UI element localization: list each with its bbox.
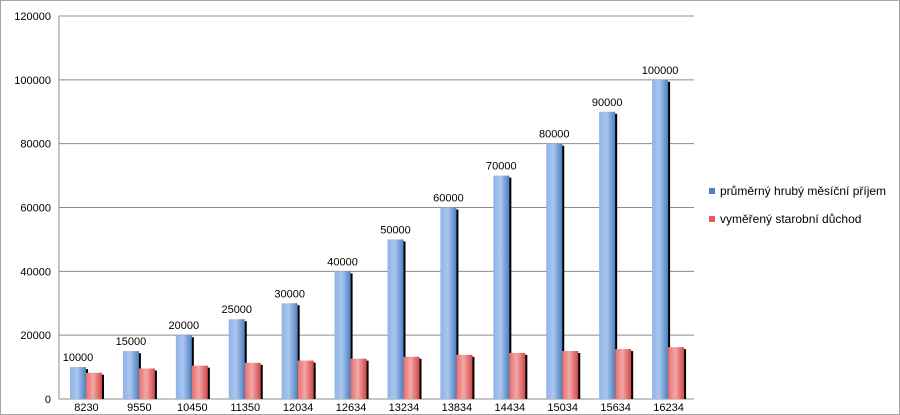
bar-shadow-s0-c10 xyxy=(614,113,618,399)
bar-shadow-s1-c4 xyxy=(312,362,316,399)
bar-s0-c11 xyxy=(652,79,669,399)
y-tick-label-6: 120000 xyxy=(14,11,51,23)
bar-s1-c9 xyxy=(562,351,579,399)
bar-shadow-s1-c2 xyxy=(206,367,210,399)
legend: průměrný hrubý měsíční příjem vyměřený s… xyxy=(709,183,886,239)
x-tick-label-0: 8230 xyxy=(74,402,98,414)
bar-shadow-s1-c3 xyxy=(259,364,263,399)
y-tick-label-4: 80000 xyxy=(20,139,51,151)
x-tick-label-6: 13234 xyxy=(389,402,420,414)
bar-shadow-s1-c1 xyxy=(153,370,157,399)
bar-s0-c5 xyxy=(334,271,351,399)
bar-s1-c0 xyxy=(86,372,102,399)
bar-shadow-s0-c9 xyxy=(561,145,565,399)
data-label-3: 25000 xyxy=(221,304,252,316)
legend-label-income: průměrný hrubý měsíční příjem xyxy=(720,184,887,198)
x-tick-label-5: 12634 xyxy=(336,402,367,414)
bar-s0-c0 xyxy=(70,367,86,399)
bar-shadow-s1-c9 xyxy=(577,353,581,399)
y-tick-label-0: 0 xyxy=(45,394,51,406)
bars xyxy=(70,79,687,399)
bar-s0-c8 xyxy=(493,175,510,399)
x-tick-label-11: 16234 xyxy=(653,402,684,414)
data-label-10: 90000 xyxy=(592,97,623,109)
legend-label-pension: vyměřený starobní důchod xyxy=(720,212,862,226)
bar-s0-c6 xyxy=(387,239,404,399)
data-label-1: 15000 xyxy=(116,336,147,348)
bar-s1-c3 xyxy=(244,362,261,399)
data-labels: 10000 15000 20000 25000 30000 40000 50000 60000… xyxy=(63,65,679,364)
data-label-7: 60000 xyxy=(433,193,464,205)
bar-shadow-s1-c8 xyxy=(524,354,528,399)
x-tick-label-3: 11350 xyxy=(230,402,260,414)
legend-item-income: průměrný hrubý měsíční příjem xyxy=(709,183,886,199)
bar-s0-c2 xyxy=(175,335,192,399)
y-tick-label-5: 100000 xyxy=(14,75,51,87)
data-label-9: 80000 xyxy=(539,129,570,141)
y-tick-label-2: 40000 xyxy=(20,266,51,278)
bar-s0-c4 xyxy=(281,303,298,399)
legend-swatch-pension xyxy=(709,216,715,222)
bar-s1-c11 xyxy=(668,347,685,399)
bar-shadow-s0-c7 xyxy=(455,209,459,399)
bar-shadow-s1-c10 xyxy=(630,351,634,399)
bar-s1-c4 xyxy=(297,360,314,399)
legend-item-pension: vyměřený starobní důchod xyxy=(709,211,886,227)
x-tick-label-7: 13834 xyxy=(442,402,473,414)
bar-shadow-s0-c5 xyxy=(349,273,353,399)
bar-shadow-s0-c3 xyxy=(243,321,247,399)
y-tick-label-1: 20000 xyxy=(20,330,51,342)
x-tick-label-1: 9550 xyxy=(127,402,151,414)
bar-s0-c10 xyxy=(599,111,616,399)
axes: 0 20000 40000 60000 80000 100000 120000 8230 955… xyxy=(14,11,694,414)
data-label-8: 70000 xyxy=(486,161,517,173)
bar-s1-c1 xyxy=(138,368,155,399)
bar-s1-c6 xyxy=(403,356,420,399)
bar-s1-c8 xyxy=(509,352,526,399)
y-tick-label-3: 60000 xyxy=(20,203,51,215)
bar-s0-c1 xyxy=(122,351,139,399)
bar-s0-c9 xyxy=(546,143,563,399)
data-label-2: 20000 xyxy=(169,320,200,332)
bar-shadow-s1-c0 xyxy=(101,374,104,399)
bar-shadow-s1-c5 xyxy=(365,360,369,399)
data-label-0: 10000 xyxy=(63,352,94,364)
x-tick-label-10: 15634 xyxy=(600,402,631,414)
bar-shadow-s0-c4 xyxy=(296,305,300,399)
x-tick-label-9: 15034 xyxy=(547,402,578,414)
bar-shadow-s1-c7 xyxy=(471,356,475,399)
data-label-5: 40000 xyxy=(327,256,358,268)
bar-shadow-s0-c6 xyxy=(402,241,406,399)
bar-s0-c3 xyxy=(228,319,245,399)
bar-s1-c2 xyxy=(191,365,208,399)
bar-shadow-s0-c11 xyxy=(667,81,671,399)
data-label-11: 100000 xyxy=(642,65,679,77)
x-tick-label-4: 12034 xyxy=(283,402,314,414)
x-tick-label-2: 10450 xyxy=(177,402,208,414)
x-tick-label-8: 14434 xyxy=(494,402,525,414)
bar-shadow-s1-c6 xyxy=(418,358,422,399)
bar-s1-c10 xyxy=(615,349,632,399)
bar-s1-c5 xyxy=(350,358,367,399)
bar-shadow-s1-c11 xyxy=(683,349,687,399)
bar-shadow-s0-c8 xyxy=(508,177,512,399)
gridlines xyxy=(59,15,694,336)
bar-s0-c7 xyxy=(440,207,457,399)
legend-swatch-income xyxy=(709,188,715,194)
bar-s1-c7 xyxy=(456,354,473,399)
data-label-4: 30000 xyxy=(274,288,305,300)
data-label-6: 50000 xyxy=(380,224,411,236)
